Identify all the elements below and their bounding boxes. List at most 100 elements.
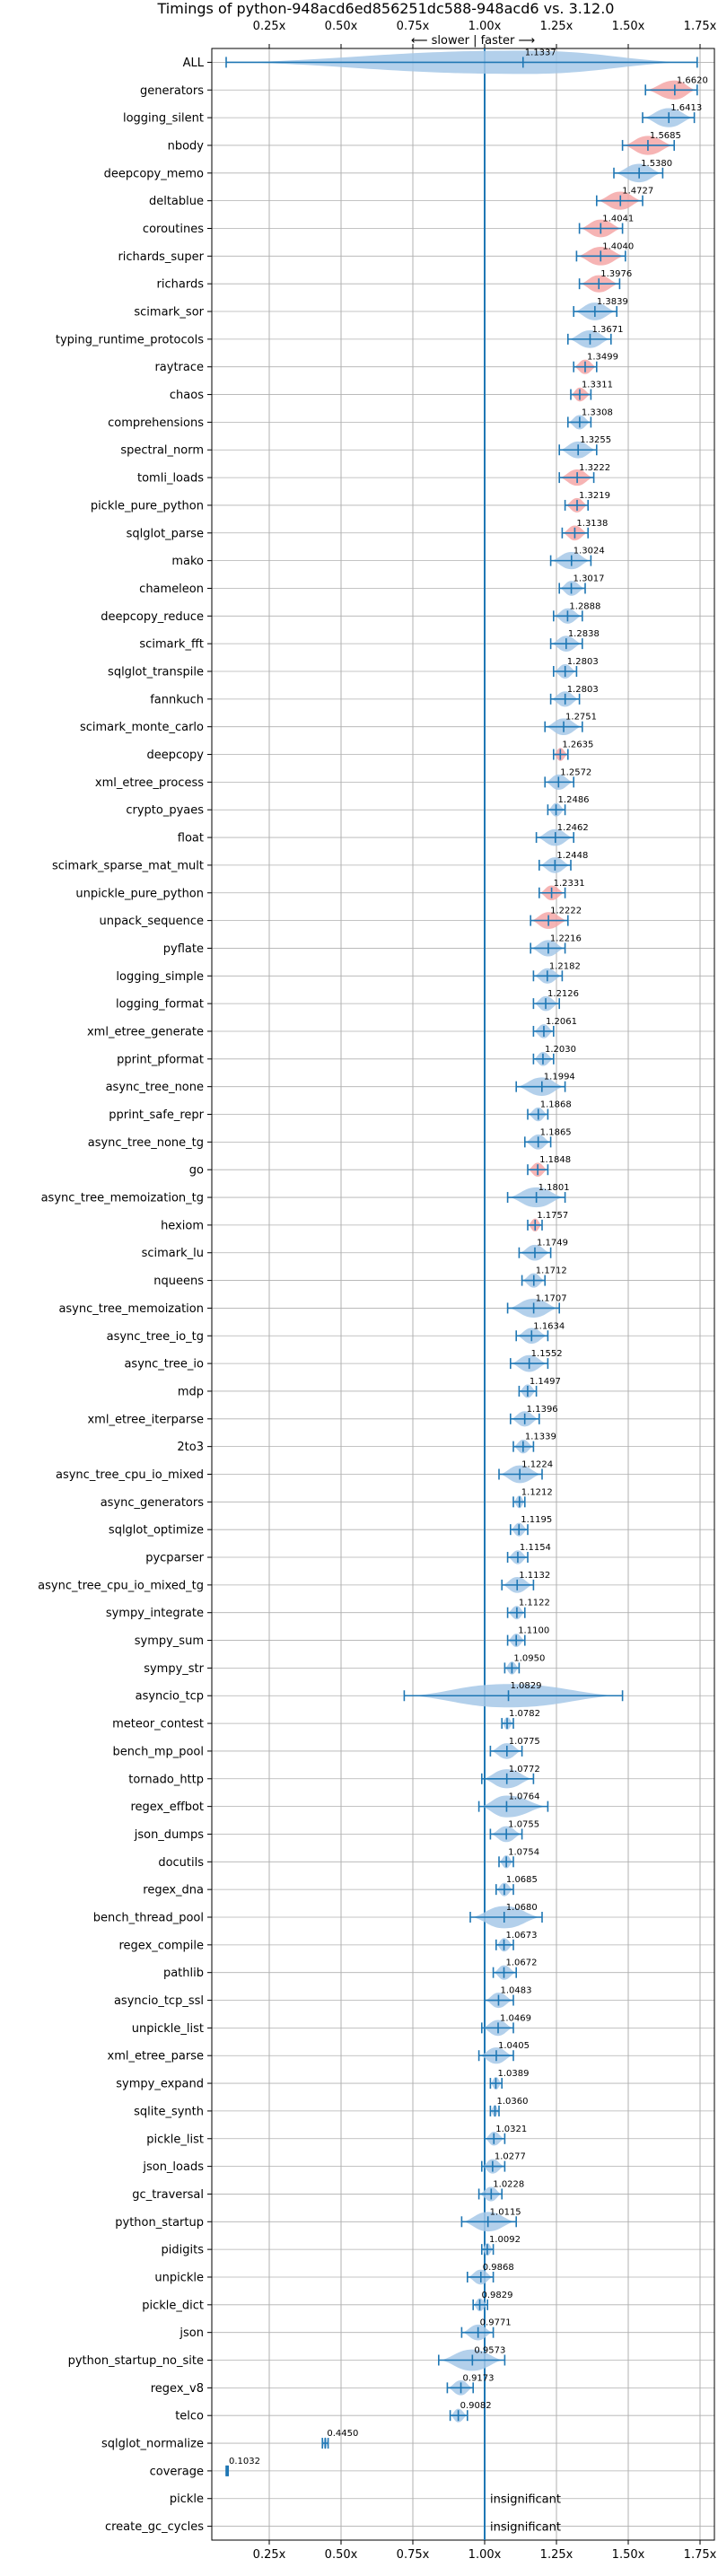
benchmark-label: unpickle_pure_python: [75, 887, 204, 900]
benchmark-label: bench_mp_pool: [112, 1745, 204, 1758]
value-label: 1.1339: [525, 1433, 556, 1442]
benchmark-label: pickle_dict: [142, 2299, 204, 2312]
value-label: 1.0755: [508, 1819, 539, 1829]
value-label: 1.2751: [565, 713, 597, 723]
benchmark-label: sympy_str: [144, 1662, 204, 1676]
value-label: 1.2462: [557, 823, 589, 833]
benchmark-label: generators: [140, 84, 204, 98]
benchmark-label: pprint_safe_repr: [109, 1108, 204, 1122]
value-label: 1.1122: [519, 1599, 550, 1608]
value-label: 1.1396: [527, 1405, 558, 1415]
value-label: 1.1634: [533, 1321, 565, 1331]
bottom-tick-label: 0.50x: [325, 2548, 358, 2562]
benchmark-label: json_dumps: [134, 1828, 204, 1842]
benchmark-label: sympy_sum: [135, 1634, 204, 1648]
value-label: 1.0772: [509, 1765, 540, 1774]
benchmark-label: async_tree_cpu_io_mixed_tg: [38, 1579, 204, 1592]
benchmark-label: scimark_lu: [142, 1247, 204, 1260]
benchmark-label: typing_runtime_protocols: [56, 333, 204, 346]
benchmark-label: scimark_monte_carlo: [80, 721, 204, 734]
value-label: 1.3017: [574, 574, 605, 583]
benchmark-label: json_loads: [142, 2160, 204, 2174]
grid-layer: [212, 48, 714, 2540]
value-label: 1.1749: [537, 1239, 568, 1249]
value-label: 1.4041: [602, 214, 634, 223]
value-label: 1.1865: [540, 1127, 572, 1137]
value-label: 1.3976: [600, 269, 632, 279]
value-label: 1.2030: [545, 1045, 576, 1055]
benchmark-label: nbody: [168, 139, 205, 153]
value-label: 1.1337: [525, 48, 556, 57]
benchmark-label: meteor_contest: [112, 1718, 204, 1731]
value-label: 1.1801: [538, 1183, 570, 1193]
benchmark-label: async_tree_io: [124, 1358, 204, 1371]
benchmark-label: docutils: [158, 1856, 204, 1870]
value-label: 1.1100: [518, 1626, 549, 1636]
benchmark-label: pycparser: [145, 1552, 204, 1565]
benchmark-label: logging_simple: [116, 970, 204, 984]
top-tick-label: 1.25x: [540, 20, 574, 33]
benchmark-label: scimark_sor: [134, 306, 204, 320]
benchmark-label: sqlglot_transpile: [108, 666, 204, 679]
value-label: 1.2572: [560, 767, 591, 777]
bottom-tick-label: 0.25x: [253, 2548, 286, 2562]
benchmark-label: spectral_norm: [120, 444, 204, 458]
benchmark-label: unpickle: [154, 2271, 204, 2284]
marks-layer: 1.1337 1.6620 1.6413 1.5685 1.5380 1.4727 1.40…: [225, 48, 708, 2535]
value-label: 1.6620: [677, 75, 708, 85]
benchmark-label: unpack_sequence: [99, 915, 204, 928]
value-label: 1.0680: [506, 1903, 538, 1913]
value-label: 1.1707: [536, 1293, 567, 1303]
benchmark-label: logging_format: [116, 998, 204, 1012]
value-label: 1.6413: [670, 103, 702, 113]
axis-direction-note: ⟵ slower | faster ⟶: [411, 34, 535, 48]
bottom-tick-label: 1.50x: [612, 2548, 645, 2562]
value-label: 0.9573: [474, 2346, 505, 2356]
value-label: 1.0405: [498, 2041, 530, 2051]
value-label: 1.0829: [511, 1681, 542, 1691]
top-tick-label: 1.00x: [468, 20, 502, 33]
value-label: 0.9082: [460, 2401, 492, 2411]
value-label: 1.3499: [587, 353, 618, 363]
benchmark-label: unpickle_list: [132, 2022, 204, 2036]
insignificant-note: insignificant: [490, 2493, 561, 2507]
value-label: 1.0483: [500, 1986, 531, 1996]
benchmark-label: xml_etree_parse: [108, 2050, 204, 2063]
benchmark-label: mako: [171, 555, 204, 568]
benchmark-label: coroutines: [143, 223, 204, 236]
value-label: 1.4727: [622, 187, 653, 197]
benchmark-label: go: [189, 1164, 204, 1178]
bottom-tick-label: 0.75x: [397, 2548, 430, 2562]
benchmark-label: ALL: [183, 57, 205, 70]
benchmark-label: async_tree_memoization: [58, 1302, 204, 1316]
value-label: 0.9173: [463, 2373, 495, 2383]
value-label: 1.1552: [531, 1349, 563, 1359]
value-label: 1.2486: [558, 795, 590, 805]
benchmark-label: python_startup: [115, 2216, 204, 2230]
benchmark-label: xml_etree_generate: [87, 1025, 204, 1038]
benchmark-label: async_tree_none_tg: [88, 1136, 204, 1150]
value-label: 1.0321: [495, 2125, 527, 2134]
benchmark-label: crypto_pyaes: [126, 804, 204, 818]
value-label: 1.3255: [580, 435, 611, 445]
value-label: 1.0775: [509, 1737, 540, 1747]
value-label: 1.1757: [537, 1211, 568, 1221]
value-label: 0.1032: [229, 2457, 260, 2466]
benchmark-label: deepcopy_reduce: [101, 610, 204, 624]
benchmark-label: pathlib: [163, 1967, 204, 1980]
benchmark-label: async_generators: [101, 1496, 205, 1510]
benchmark-label: regex_effbot: [130, 1801, 204, 1814]
benchmark-label: sqlite_synth: [134, 2105, 204, 2118]
benchmark-label: float: [178, 832, 204, 846]
benchmark-label: asyncio_tcp: [136, 1690, 204, 1704]
value-label: 1.3138: [576, 519, 608, 529]
bottom-tick-label: 1.00x: [468, 2548, 502, 2562]
value-label: 1.2838: [568, 629, 600, 639]
value-label: 1.0672: [506, 1958, 538, 1968]
benchmark-label: create_gc_cycles: [105, 2520, 204, 2534]
value-label: 1.1195: [521, 1515, 552, 1525]
value-label: 1.0673: [506, 1931, 538, 1941]
benchmark-label: richards: [157, 278, 205, 292]
value-label: 0.9829: [482, 2291, 513, 2300]
